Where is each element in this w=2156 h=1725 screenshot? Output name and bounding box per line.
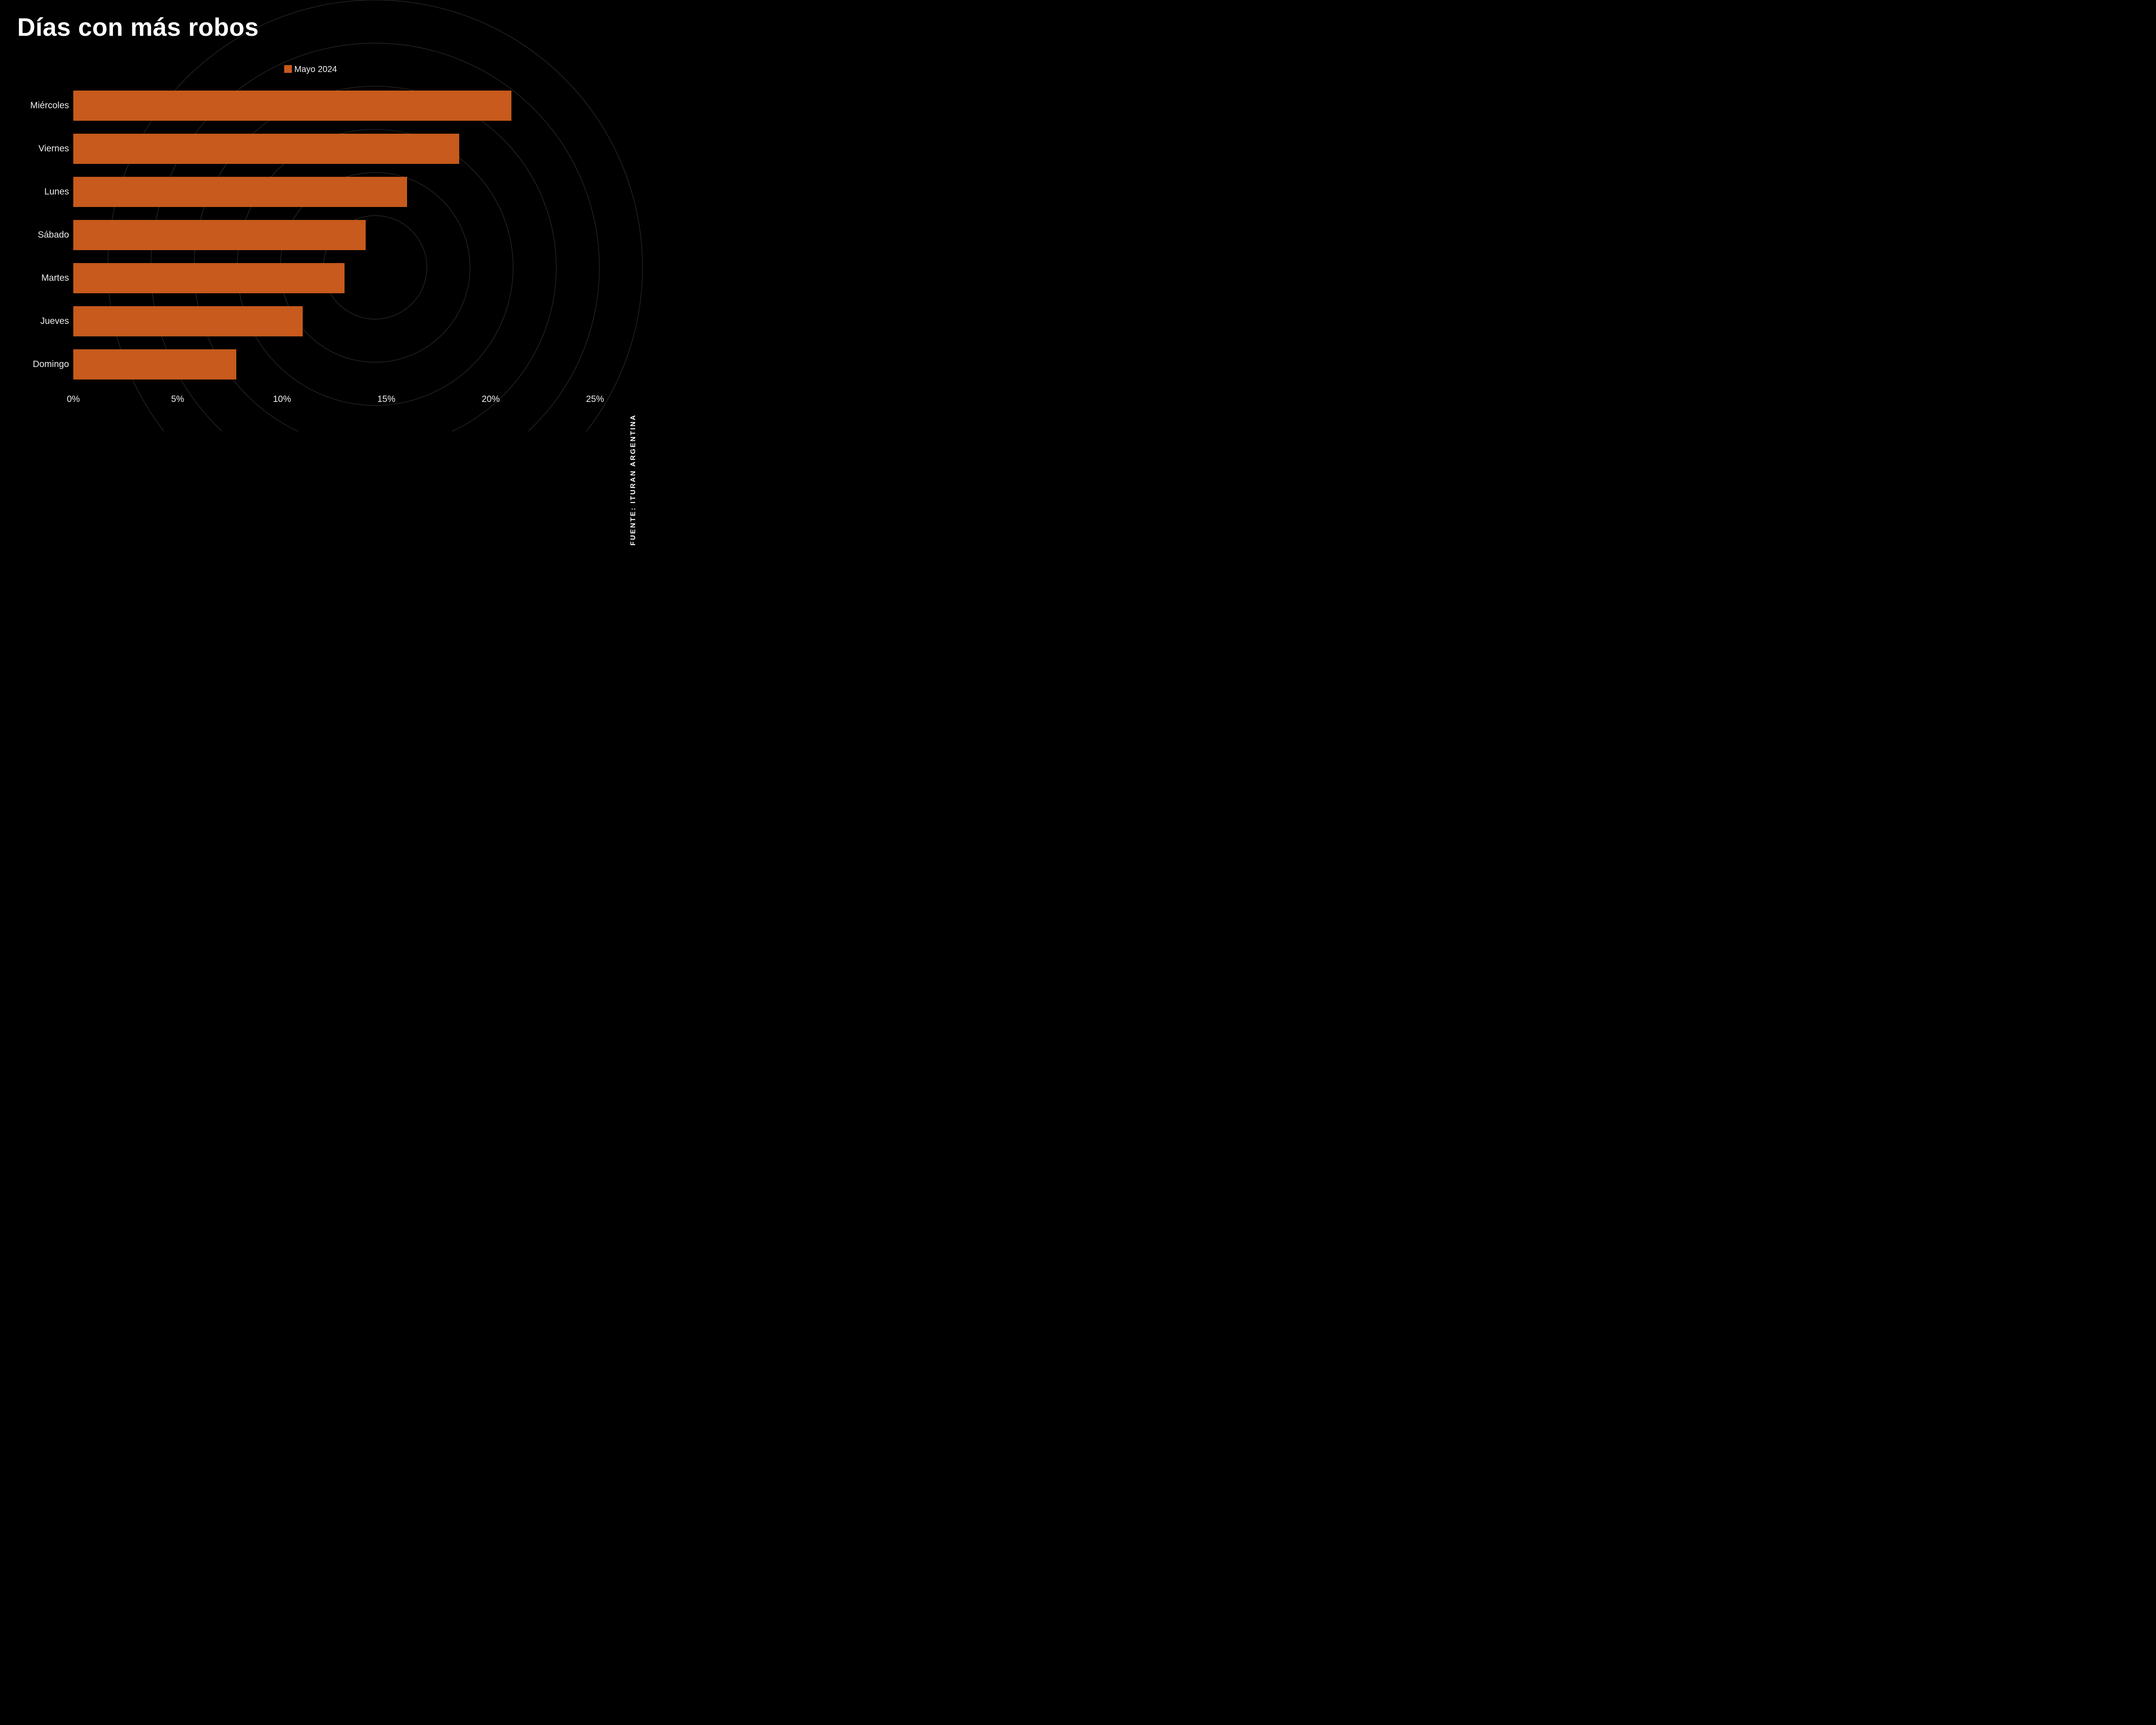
x-axis-tick: 15% [377,394,395,405]
y-axis-label: Viernes [17,144,69,154]
legend: Mayo 2024 [17,65,604,75]
bar [73,263,345,293]
x-axis-tick: 5% [171,394,184,405]
bar [73,134,459,164]
y-axis-label: Domingo [17,359,69,370]
x-axis: 0%5%10%15%20%25% [73,388,595,410]
x-axis-tick: 0% [67,394,80,405]
y-axis-label: Lunes [17,187,69,197]
legend-label: Mayo 2024 [295,65,337,74]
x-axis-tick: 10% [273,394,291,405]
y-axis-labels: Miércoles Viernes Lunes Sábado Martes Jueves D… [17,82,69,388]
chart-area: Mayo 2024 MiércolesViernesLunesSábadoMar… [17,69,604,410]
bar [73,306,303,336]
y-axis-label: Sábado [17,230,69,240]
chart-title: Días con más robos [17,13,259,42]
bar [73,349,236,380]
y-axis-label: Miércoles [17,100,69,111]
x-axis-tick: 20% [482,394,500,405]
y-axis-label: Jueves [17,316,69,326]
bar [73,220,366,250]
chart-container: Días con más robos Mayo 2024 Miércoles Vi… [0,0,647,431]
bar [73,91,511,121]
legend-swatch [284,65,292,73]
x-axis-tick: 25% [586,394,604,405]
bar [73,177,407,207]
source-attribution: FUENTE: ITURAN ARGENTINA [630,414,637,546]
plot-area [73,82,595,388]
y-axis-label: Martes [17,273,69,283]
